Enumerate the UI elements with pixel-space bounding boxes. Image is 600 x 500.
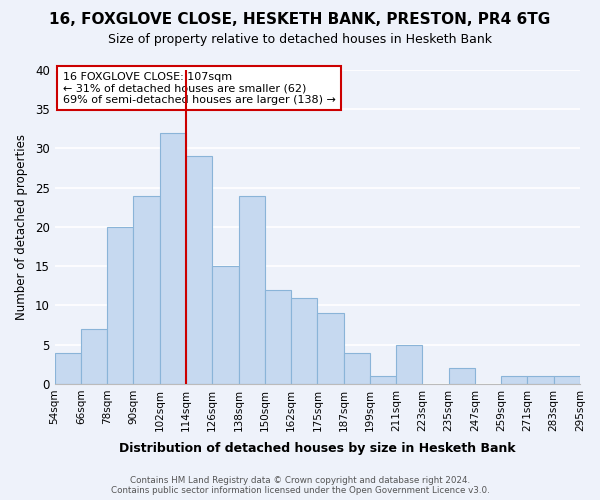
- Bar: [81, 329, 107, 384]
- Text: 16 FOXGLOVE CLOSE: 107sqm
← 31% of detached houses are smaller (62)
69% of semi-: 16 FOXGLOVE CLOSE: 107sqm ← 31% of detac…: [62, 72, 335, 105]
- Bar: [107, 227, 133, 384]
- Bar: [160, 133, 186, 384]
- Bar: [133, 196, 160, 384]
- Bar: [212, 266, 239, 384]
- Bar: [527, 376, 554, 384]
- Text: Contains HM Land Registry data © Crown copyright and database right 2024.
Contai: Contains HM Land Registry data © Crown c…: [110, 476, 490, 495]
- Bar: [449, 368, 475, 384]
- Bar: [396, 344, 422, 384]
- Y-axis label: Number of detached properties: Number of detached properties: [15, 134, 28, 320]
- Bar: [370, 376, 396, 384]
- X-axis label: Distribution of detached houses by size in Hesketh Bank: Distribution of detached houses by size …: [119, 442, 515, 455]
- Bar: [291, 298, 317, 384]
- Bar: [554, 376, 580, 384]
- Text: 16, FOXGLOVE CLOSE, HESKETH BANK, PRESTON, PR4 6TG: 16, FOXGLOVE CLOSE, HESKETH BANK, PRESTO…: [49, 12, 551, 28]
- Bar: [501, 376, 527, 384]
- Text: Size of property relative to detached houses in Hesketh Bank: Size of property relative to detached ho…: [108, 32, 492, 46]
- Bar: [55, 352, 81, 384]
- Bar: [265, 290, 291, 384]
- Bar: [317, 314, 344, 384]
- Bar: [344, 352, 370, 384]
- Bar: [186, 156, 212, 384]
- Bar: [239, 196, 265, 384]
